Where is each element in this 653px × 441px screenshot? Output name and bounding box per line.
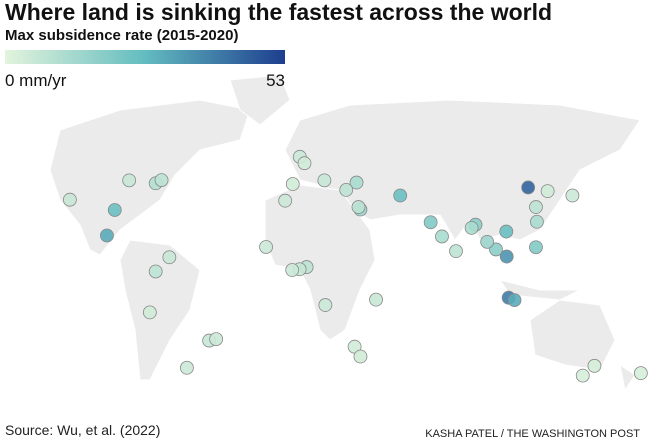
city-dot [63, 192, 77, 207]
city-dot [521, 180, 536, 195]
city-dot [317, 173, 332, 188]
city-dot [285, 177, 300, 191]
city-dot [100, 228, 114, 243]
city-dot [499, 249, 514, 264]
credit: KASHA PATEL / THE WASHINGTON POST [425, 428, 640, 440]
title: Where land is sinking the fastest across… [5, 0, 552, 25]
city-dot [278, 193, 293, 208]
city-dot [148, 264, 163, 279]
city-dot [587, 358, 602, 373]
source: Source: Wu, et al. (2022) [5, 422, 160, 438]
city-dot [285, 263, 300, 277]
city-dot [529, 200, 543, 214]
dots [63, 149, 648, 383]
city-dot [499, 224, 514, 239]
city-dot [464, 220, 479, 235]
city-dot [179, 360, 194, 375]
city-dot [209, 332, 224, 347]
legend-max: 53 [266, 71, 285, 90]
city-dot [489, 242, 503, 257]
city-dot [318, 298, 333, 312]
city-dot [423, 215, 438, 230]
city-dot [297, 156, 312, 171]
legend-min: 0 mm/yr [5, 71, 67, 90]
city-dot [353, 349, 368, 364]
city-dot [349, 175, 364, 190]
city-dot [351, 200, 366, 214]
city-dot [575, 368, 590, 383]
city-dot [435, 229, 449, 244]
city-dot [107, 203, 122, 217]
city-dot [530, 214, 544, 229]
city-dot [480, 234, 495, 249]
city-dot [393, 188, 408, 203]
city-dot [162, 250, 177, 265]
city-dot [369, 292, 383, 307]
city-dot [142, 305, 157, 320]
city-dot [154, 173, 169, 188]
city-dot [449, 244, 463, 259]
city-dot [259, 240, 273, 254]
city-dot [339, 182, 354, 197]
city-dot [633, 366, 648, 381]
legend-gradient [5, 50, 285, 64]
city-dot [529, 240, 543, 255]
city-dot [507, 293, 522, 308]
city-dot [122, 173, 137, 188]
city-dot [540, 184, 555, 199]
city-dot [565, 188, 580, 203]
subtitle: Max subsidence rate (2015-2020) [5, 27, 238, 44]
land [49, 74, 641, 392]
